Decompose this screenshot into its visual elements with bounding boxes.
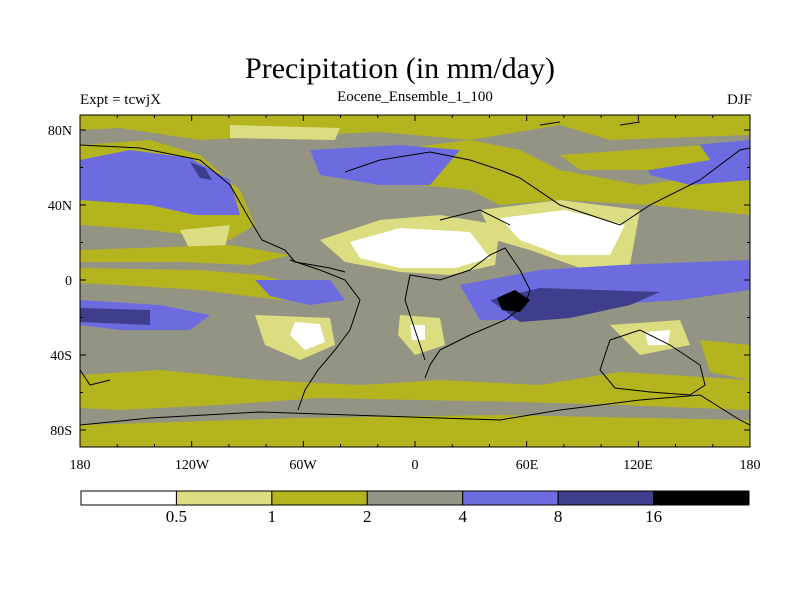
lat-label: 80S [50, 424, 72, 439]
colorbar-label: 1 [268, 507, 277, 526]
colorbar-label: 2 [363, 507, 372, 526]
colorbar-labels: 0.5 1 2 4 8 16 [166, 507, 662, 526]
colorbar-swatch [557, 490, 655, 506]
colorbar-label: 4 [458, 507, 467, 526]
coastlines [80, 121, 750, 426]
ensemble-label: Eocene_Ensemble_1_100 [337, 89, 493, 105]
lat-label: 0 [65, 274, 72, 289]
lon-label: 0 [412, 458, 419, 473]
lat-axis-labels: 80N 40N 0 40S 80S [48, 124, 72, 439]
colorbar-swatch [653, 490, 750, 506]
lon-label: 60E [516, 458, 539, 473]
colorbar-swatch [366, 490, 464, 506]
lon-axis-labels: 180 120W 60W 0 60E 120E 180 [70, 458, 761, 473]
colorbar-swatch [80, 490, 177, 506]
lat-label: 40S [50, 349, 72, 364]
colorbar-label: 0.5 [166, 507, 187, 526]
lon-label: 180 [70, 458, 91, 473]
colorbar-label: 16 [645, 507, 662, 526]
plot-title: Precipitation (in mm/day) [245, 52, 555, 85]
experiment-label: Expt = tcwjX [80, 92, 161, 108]
precipitation-field [80, 115, 750, 447]
colorbar-swatch [462, 490, 559, 506]
lon-label: 120E [623, 458, 653, 473]
axis-ticks [79, 115, 751, 447]
lat-label: 80N [48, 124, 72, 139]
lon-label: 120W [175, 458, 210, 473]
colorbar-swatch [271, 490, 368, 506]
colorbar-label: 8 [554, 507, 563, 526]
colorbar-swatch [175, 490, 273, 506]
lat-label: 40N [48, 199, 72, 214]
season-label: DJF [726, 92, 752, 108]
lon-label: 60W [289, 458, 317, 473]
colorbar [80, 490, 750, 506]
lon-label: 180 [740, 458, 761, 473]
